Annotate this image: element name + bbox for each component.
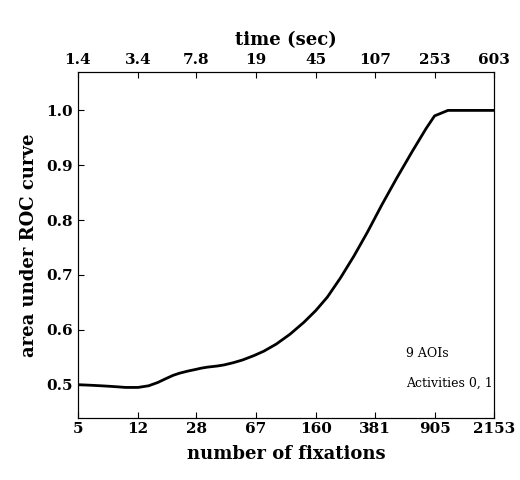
X-axis label: number of fixations: number of fixations (187, 445, 385, 463)
X-axis label: time (sec): time (sec) (235, 31, 337, 49)
Text: Activities 0, 1: Activities 0, 1 (406, 376, 493, 389)
Text: 9 AOIs: 9 AOIs (406, 347, 449, 360)
Y-axis label: area under ROC curve: area under ROC curve (20, 133, 38, 357)
